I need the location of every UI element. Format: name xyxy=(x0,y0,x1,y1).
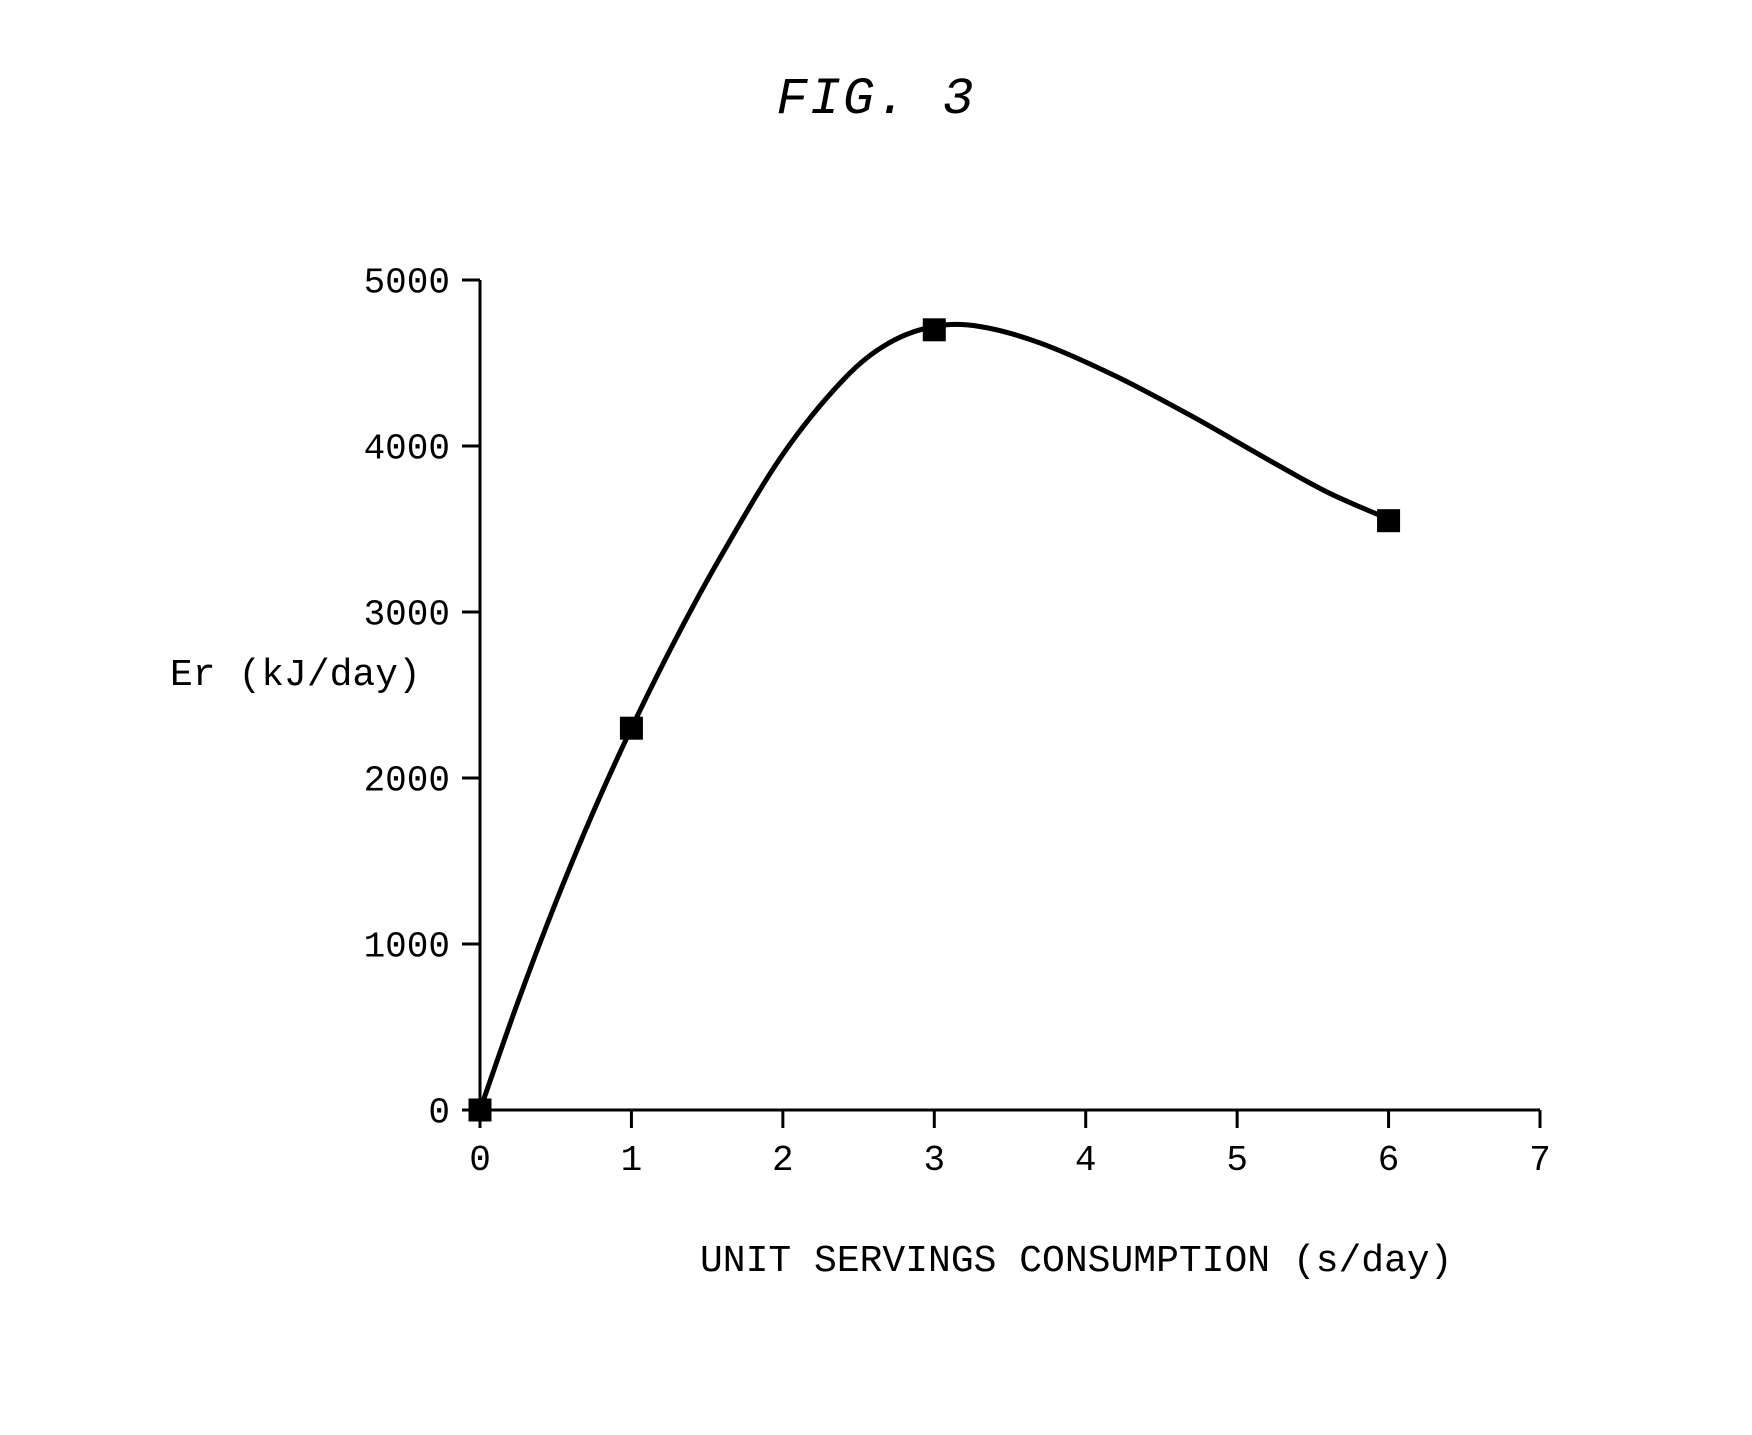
data-marker xyxy=(1378,510,1400,532)
series-line xyxy=(480,324,1389,1110)
chart-container: 0 1000 2000 3000 4000 5000 0 1 2 3 4 5 6 7 xyxy=(0,0,1752,1435)
data-marker xyxy=(469,1099,491,1121)
x-tick-label: 4 xyxy=(1075,1140,1097,1181)
y-tick-label: 1000 xyxy=(364,927,450,968)
x-tick-label: 2 xyxy=(772,1140,794,1181)
x-tick-label: 0 xyxy=(469,1140,491,1181)
y-tick-label: 4000 xyxy=(364,429,450,470)
x-tick-label: 6 xyxy=(1378,1140,1400,1181)
x-tick-label: 3 xyxy=(923,1140,945,1181)
x-tick-label: 5 xyxy=(1226,1140,1248,1181)
x-tick-label: 7 xyxy=(1529,1140,1551,1181)
data-marker xyxy=(620,717,642,739)
y-tick-label: 5000 xyxy=(364,263,450,304)
y-tick-label: 0 xyxy=(428,1093,450,1134)
x-tick-label: 1 xyxy=(621,1140,643,1181)
data-marker xyxy=(923,319,945,341)
y-tick-label: 2000 xyxy=(364,761,450,802)
y-tick-label: 3000 xyxy=(364,595,450,636)
chart-svg: 0 1000 2000 3000 4000 5000 0 1 2 3 4 5 6 7 xyxy=(0,0,1752,1435)
